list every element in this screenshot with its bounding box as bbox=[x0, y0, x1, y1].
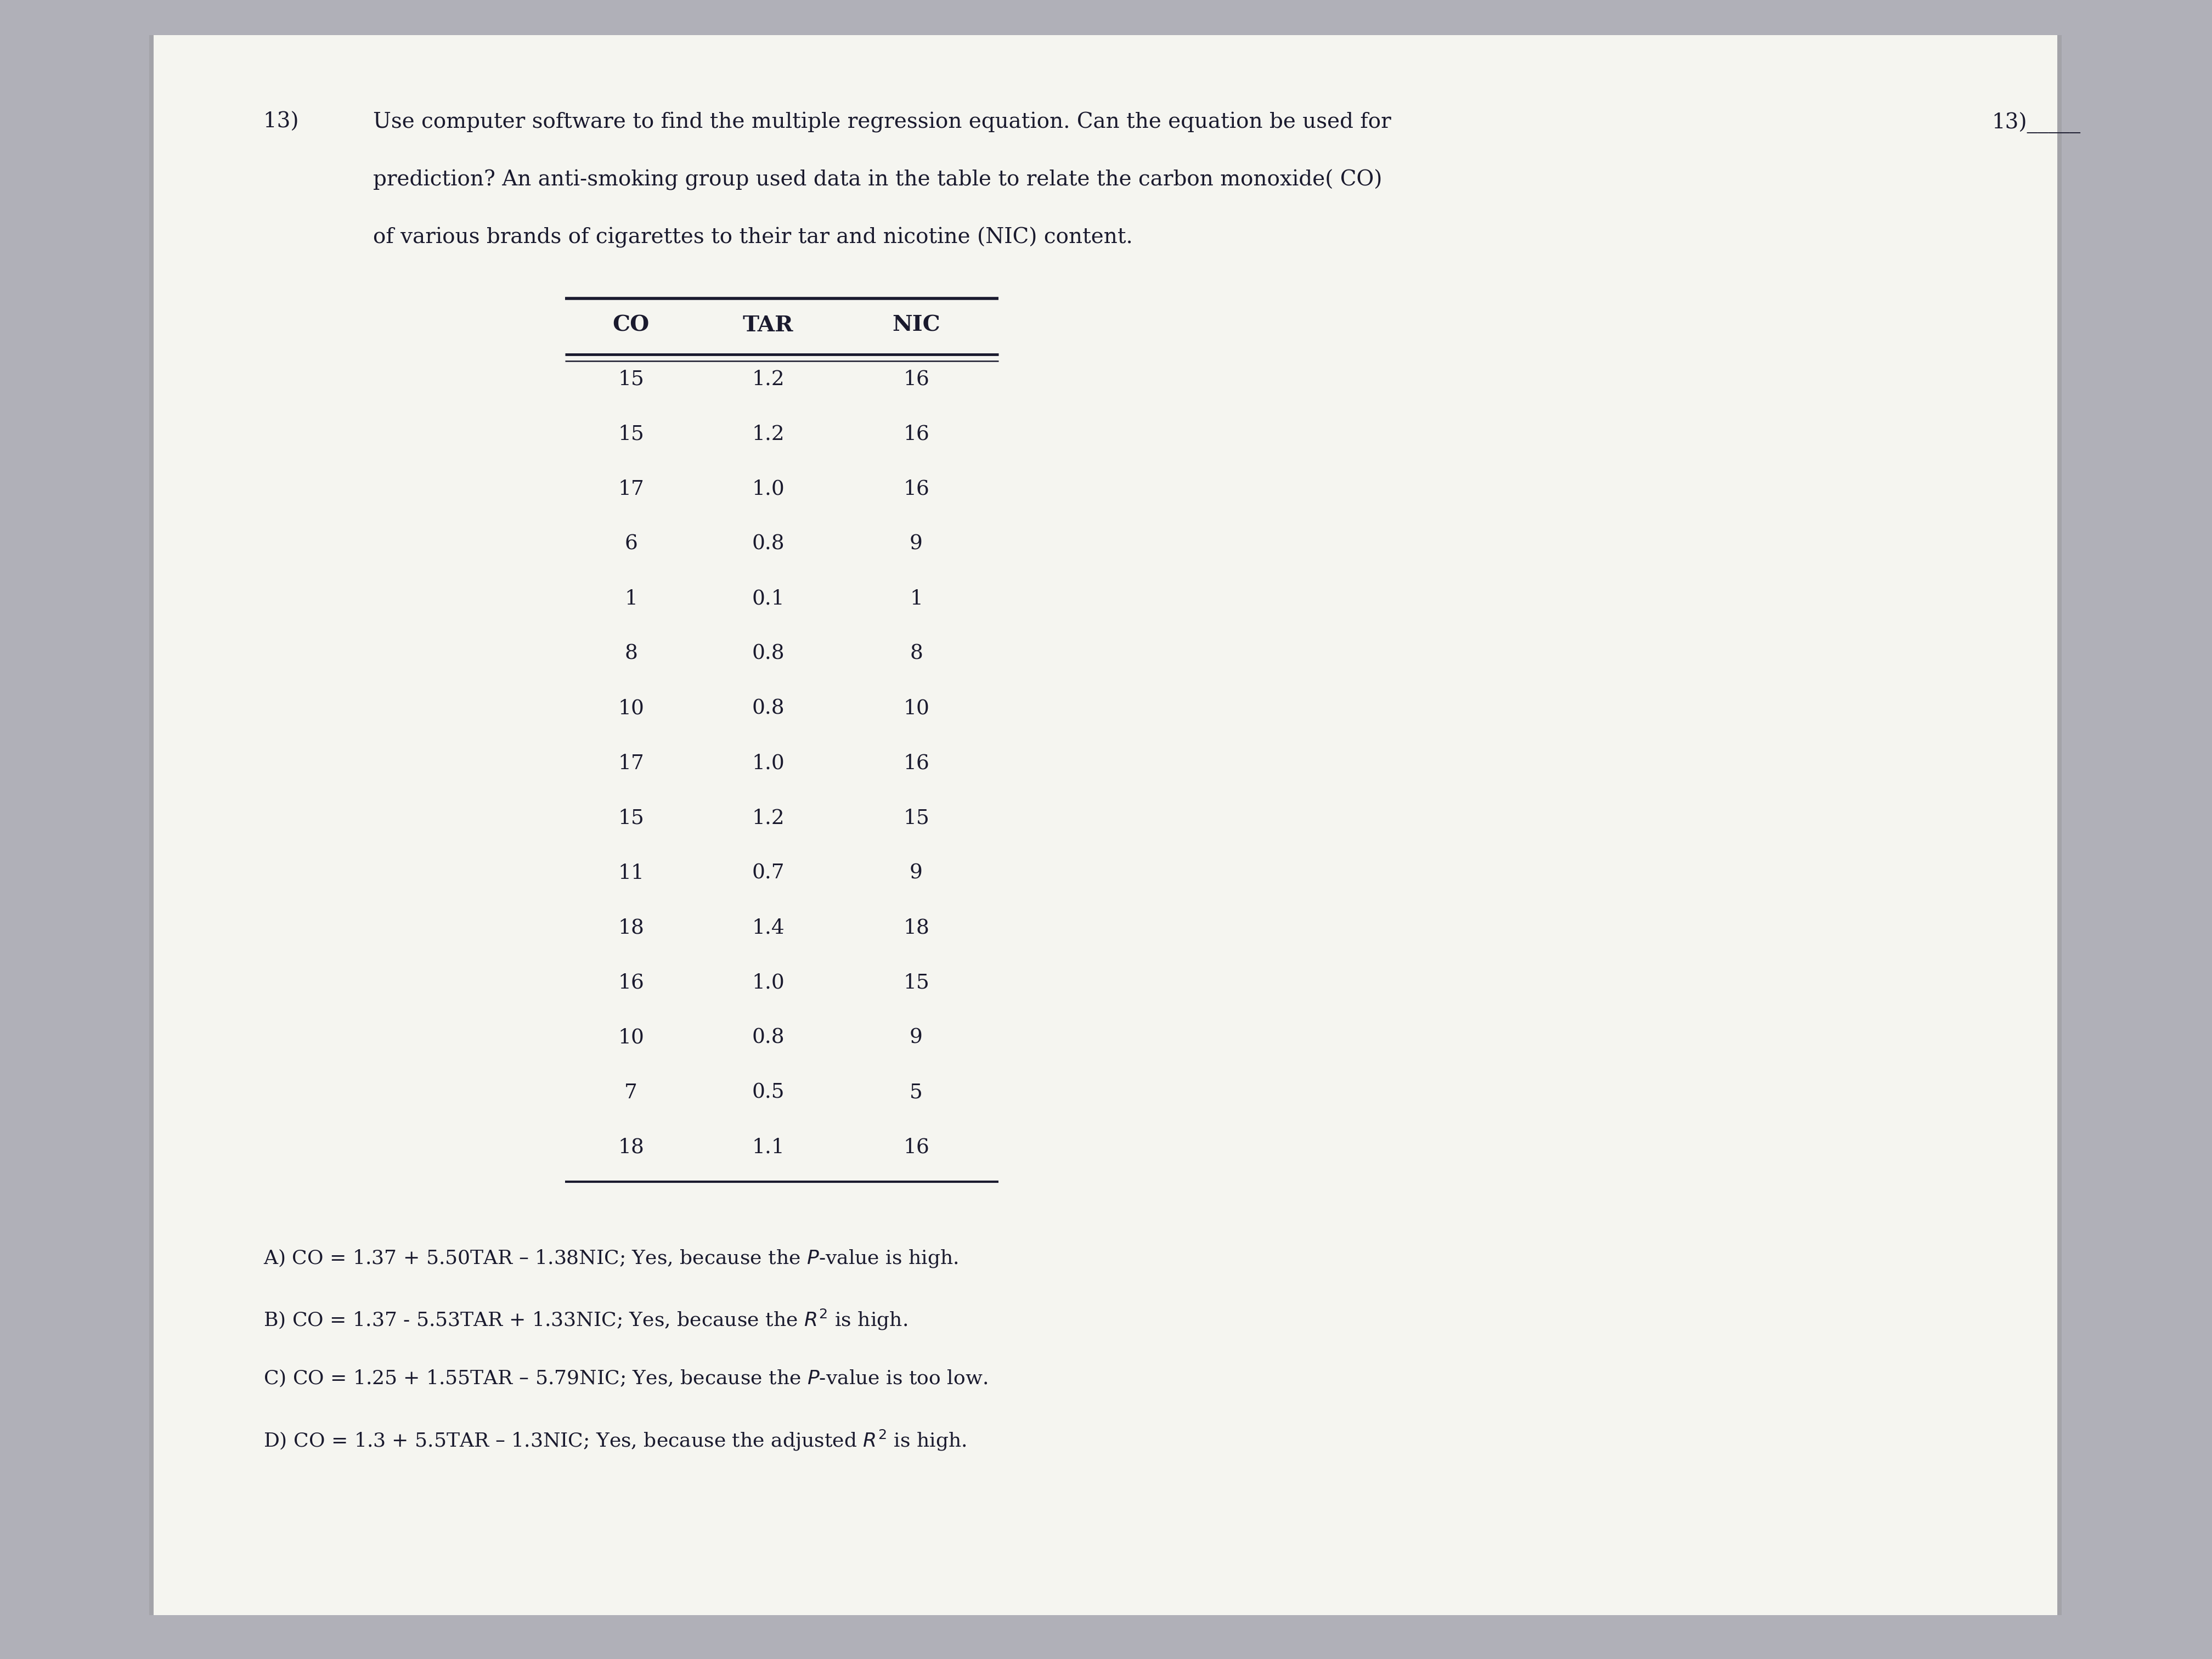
Text: 1: 1 bbox=[909, 589, 922, 609]
Text: Use computer software to find the multiple regression equation. Can the equation: Use computer software to find the multip… bbox=[374, 111, 1391, 133]
Text: 8: 8 bbox=[909, 644, 922, 664]
Text: 16: 16 bbox=[902, 1138, 929, 1158]
Text: prediction? An anti-smoking group used data in the table to relate the carbon mo: prediction? An anti-smoking group used d… bbox=[374, 169, 1383, 191]
Text: 1.2: 1.2 bbox=[752, 370, 785, 390]
Text: 1.0: 1.0 bbox=[752, 974, 785, 994]
Text: 5: 5 bbox=[909, 1083, 922, 1103]
Text: 0.8: 0.8 bbox=[752, 534, 785, 554]
Text: 16: 16 bbox=[902, 479, 929, 499]
Text: 0.8: 0.8 bbox=[752, 644, 785, 664]
FancyBboxPatch shape bbox=[2057, 35, 2062, 1616]
Text: 6: 6 bbox=[624, 534, 637, 554]
Text: 10: 10 bbox=[617, 1029, 644, 1048]
Text: CO: CO bbox=[613, 315, 650, 335]
Text: 10: 10 bbox=[902, 698, 929, 718]
Text: 0.8: 0.8 bbox=[752, 698, 785, 718]
Text: 0.1: 0.1 bbox=[752, 589, 785, 609]
Text: 1.4: 1.4 bbox=[752, 919, 785, 937]
Text: 15: 15 bbox=[902, 808, 929, 828]
Text: 16: 16 bbox=[902, 370, 929, 390]
Text: 0.5: 0.5 bbox=[752, 1083, 785, 1103]
Text: 7: 7 bbox=[624, 1083, 637, 1103]
Text: 15: 15 bbox=[617, 808, 644, 828]
Text: 1.0: 1.0 bbox=[752, 753, 785, 773]
Text: 18: 18 bbox=[617, 919, 644, 937]
Text: 15: 15 bbox=[902, 974, 929, 994]
Text: 11: 11 bbox=[617, 864, 644, 883]
Text: 16: 16 bbox=[902, 753, 929, 773]
Text: NIC: NIC bbox=[891, 315, 940, 335]
Text: 1.0: 1.0 bbox=[752, 479, 785, 499]
Text: 1.2: 1.2 bbox=[752, 425, 785, 445]
Text: A) CO = 1.37 + 5.50TAR – 1.38NIC; Yes, because the $P$-value is high.: A) CO = 1.37 + 5.50TAR – 1.38NIC; Yes, b… bbox=[263, 1248, 958, 1269]
Text: TAR: TAR bbox=[743, 315, 794, 335]
Text: 9: 9 bbox=[909, 534, 922, 554]
Text: 16: 16 bbox=[902, 425, 929, 445]
Text: 16: 16 bbox=[617, 974, 644, 994]
Text: of various brands of cigarettes to their tar and nicotine (NIC) content.: of various brands of cigarettes to their… bbox=[374, 227, 1133, 249]
Text: C) CO = 1.25 + 1.55TAR – 5.79NIC; Yes, because the $P$-value is too low.: C) CO = 1.25 + 1.55TAR – 5.79NIC; Yes, b… bbox=[263, 1369, 987, 1389]
Text: 9: 9 bbox=[909, 864, 922, 883]
Text: 1.1: 1.1 bbox=[752, 1138, 785, 1158]
Text: 13)_____: 13)_____ bbox=[1991, 111, 2081, 133]
Text: 1.2: 1.2 bbox=[752, 808, 785, 828]
Text: 8: 8 bbox=[624, 644, 637, 664]
Text: 17: 17 bbox=[617, 753, 644, 773]
Text: 0.7: 0.7 bbox=[752, 864, 785, 883]
Text: 1: 1 bbox=[624, 589, 637, 609]
Text: 15: 15 bbox=[617, 425, 644, 445]
Text: D) CO = 1.3 + 5.5TAR – 1.3NIC; Yes, because the adjusted $R^2$ is high.: D) CO = 1.3 + 5.5TAR – 1.3NIC; Yes, beca… bbox=[263, 1428, 967, 1452]
Text: 15: 15 bbox=[617, 370, 644, 390]
Text: 9: 9 bbox=[909, 1029, 922, 1048]
Text: 17: 17 bbox=[617, 479, 644, 499]
Text: 13): 13) bbox=[263, 111, 305, 133]
Text: 18: 18 bbox=[902, 919, 929, 937]
Text: 10: 10 bbox=[617, 698, 644, 718]
Text: 18: 18 bbox=[617, 1138, 644, 1158]
FancyBboxPatch shape bbox=[153, 35, 2057, 1616]
Text: B) CO = 1.37 - 5.53TAR + 1.33NIC; Yes, because the $R^2$ is high.: B) CO = 1.37 - 5.53TAR + 1.33NIC; Yes, b… bbox=[263, 1307, 907, 1332]
FancyBboxPatch shape bbox=[148, 35, 153, 1616]
Text: 0.8: 0.8 bbox=[752, 1029, 785, 1048]
